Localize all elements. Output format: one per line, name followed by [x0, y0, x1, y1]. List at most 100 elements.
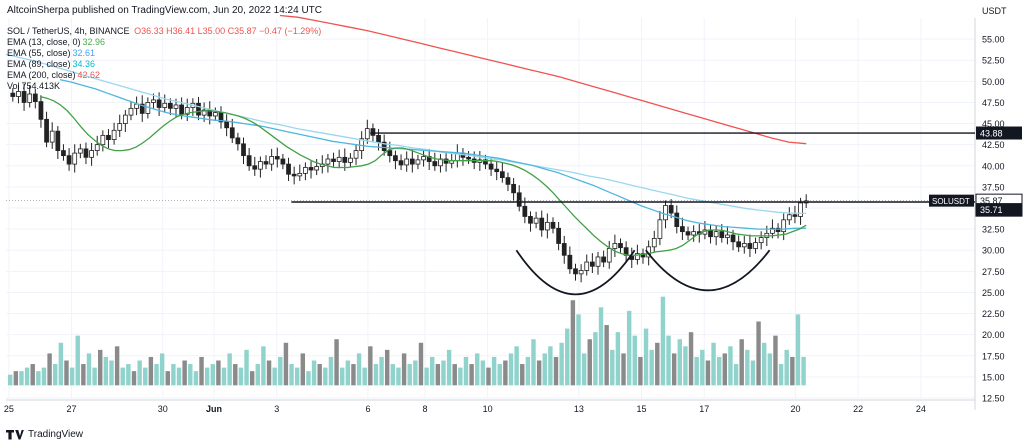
ema-tag-text: 35.71	[980, 205, 1003, 215]
candle-body	[55, 130, 61, 151]
volume-bar	[716, 356, 722, 386]
candle-body	[364, 128, 370, 140]
candle-body	[274, 156, 280, 160]
volume-bar	[446, 349, 452, 386]
volume-bar	[373, 364, 379, 386]
indicator-row-2[interactable]: EMA (89, close) 34.36	[7, 59, 321, 70]
indicator-row-1[interactable]: EMA (55, close) 32.61	[7, 48, 321, 59]
volume-bar	[598, 307, 604, 386]
candle-body	[61, 150, 66, 157]
candle-body	[49, 130, 55, 143]
candle-body	[134, 103, 139, 109]
x-tick-label: Jun	[206, 404, 222, 414]
volume-bar	[604, 325, 609, 386]
candle-body	[544, 221, 550, 231]
candle-body	[691, 231, 697, 236]
indicator-label: EMA (55, close)	[7, 48, 71, 58]
candle-body	[173, 104, 179, 109]
volume-bar	[368, 346, 373, 386]
volume-bar	[227, 353, 232, 386]
y-tick-label: 32.50	[982, 225, 1005, 235]
volume-bar	[638, 356, 643, 386]
volume-bar	[655, 342, 660, 386]
candle-body	[781, 219, 787, 233]
candle-body	[77, 148, 83, 154]
volume-bar	[756, 321, 761, 386]
y-tick-label: 47.50	[982, 98, 1005, 108]
candle-body	[578, 270, 584, 275]
volume-bar	[711, 342, 716, 386]
indicator-label: EMA (200, close)	[7, 70, 76, 80]
volume-bar	[289, 364, 294, 386]
volume-bar	[69, 367, 75, 386]
symbol-row[interactable]: SOL / TetherUS, 4h, BINANCE O36.33 H36.4…	[7, 26, 321, 37]
candle-body	[353, 150, 359, 159]
volume-bar	[126, 364, 131, 386]
candle-body	[663, 205, 668, 221]
candle-body	[32, 93, 38, 102]
volume-bar	[694, 356, 699, 386]
ema200-line	[279, 14, 807, 145]
indicator-row-0[interactable]: EMA (13, close, 0) 32.96	[7, 37, 321, 48]
volume-bar	[491, 356, 497, 386]
volume-bar	[705, 360, 711, 386]
candle-body	[539, 217, 545, 231]
candle-body	[466, 156, 471, 160]
volume-bar	[323, 367, 328, 386]
candle-body	[89, 150, 94, 158]
volume-bar	[486, 367, 491, 386]
candle-body	[505, 177, 511, 185]
volume-bar	[143, 367, 148, 386]
y-tick-label: 12.50	[982, 394, 1005, 404]
y-tick-label: 45.00	[982, 119, 1005, 129]
candle-body	[348, 157, 353, 163]
candle-body	[21, 91, 27, 103]
volume-bar	[531, 339, 536, 386]
tradingview-footer[interactable]: TradingView	[6, 429, 83, 440]
candle-body	[404, 158, 410, 166]
volume-bar	[75, 335, 80, 386]
candle-body	[725, 234, 730, 238]
candle-body	[674, 212, 680, 227]
volume-bar	[199, 356, 204, 386]
candle-body	[511, 183, 516, 194]
currency-label: USDT	[982, 6, 1007, 16]
volume-bar	[159, 353, 165, 386]
volume-bar	[559, 342, 564, 386]
volume-bar	[19, 371, 24, 386]
volume-bar	[81, 364, 86, 386]
volume-bar	[154, 364, 159, 386]
candle-body	[167, 102, 173, 109]
candle-body	[224, 121, 229, 129]
x-tick-label: 27	[67, 404, 77, 414]
candle-body	[719, 231, 725, 238]
candle-body	[494, 168, 500, 173]
volume-bar	[514, 346, 519, 386]
y-tick-label: 22.50	[982, 309, 1005, 319]
indicator-row-4[interactable]: Vol 754.413K	[7, 81, 321, 92]
candle-body	[612, 243, 618, 249]
x-tick-label: 30	[158, 404, 168, 414]
x-tick-label: 10	[483, 404, 493, 414]
indicator-row-3[interactable]: EMA (200, close) 42.62	[7, 70, 321, 81]
volume-bar	[244, 349, 249, 386]
volume-bar	[283, 342, 289, 386]
volume-bar	[165, 371, 170, 386]
volume-bar	[379, 356, 384, 386]
volume-bar	[671, 353, 677, 386]
candle-body	[528, 216, 533, 224]
y-tick-label: 30.00	[982, 246, 1005, 256]
candle-body	[106, 134, 111, 140]
candle-body	[286, 163, 291, 175]
candle-body	[263, 161, 269, 165]
x-tick-label: 17	[699, 404, 709, 414]
candle-body	[229, 127, 235, 139]
level-tag-43-bg	[976, 126, 1022, 140]
volume-bar	[148, 356, 154, 386]
volume-bar	[587, 339, 592, 386]
volume-bar	[497, 364, 502, 386]
volume-bar	[109, 360, 114, 386]
volume-bar	[430, 356, 435, 386]
volume-bar	[339, 367, 345, 386]
